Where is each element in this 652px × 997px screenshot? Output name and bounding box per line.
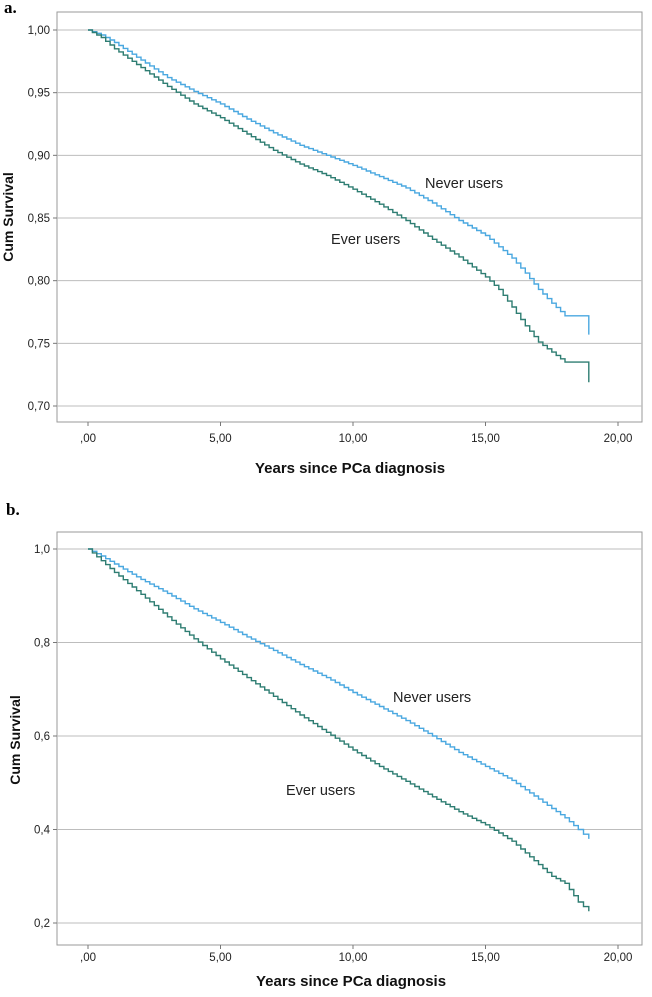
y-axis-label: Cum Survival <box>7 695 23 784</box>
x-tick-label: 5,00 <box>209 433 231 445</box>
series-line-never-users <box>88 548 590 839</box>
x-tick-label: 10,00 <box>339 433 368 445</box>
y-tick-label: 0,2 <box>34 918 50 930</box>
y-tick-label: 0,90 <box>28 150 50 162</box>
y-axis-label: Cum Survival <box>0 172 16 261</box>
panel-b-label: b. <box>6 500 20 519</box>
y-tick-label: 1,00 <box>28 25 50 37</box>
x-tick-label: 20,00 <box>604 433 633 445</box>
x-tick-label: ,00 <box>80 952 96 964</box>
plot-frame <box>56 531 643 946</box>
panel-a-label: a. <box>4 0 17 17</box>
y-tick-label: 0,8 <box>34 638 50 650</box>
series-annotation: Never users <box>425 176 503 192</box>
y-tick-label: 0,6 <box>34 731 50 743</box>
x-tick-label: 20,00 <box>604 952 633 964</box>
x-tick-label: ,00 <box>80 433 96 445</box>
x-tick-label: 10,00 <box>339 952 368 964</box>
survival-chart-a: 0,70 0,75 0,80 0,85 0,90 0,95 1,00 ,00 5,00 10,00… <box>0 11 643 477</box>
x-axis-label: Years since PCa diagnosis <box>256 973 446 990</box>
y-tick-label: 0,4 <box>34 825 51 837</box>
x-axis-label: Years since PCa diagnosis <box>255 460 445 477</box>
y-tick-label: 0,75 <box>28 338 50 350</box>
y-tick-label: 1,0 <box>34 544 50 556</box>
x-tick-label: 15,00 <box>471 952 500 964</box>
series-line-ever-users <box>88 548 590 912</box>
y-tick-label: 0,80 <box>28 276 50 288</box>
x-tick-label: 5,00 <box>209 952 231 964</box>
x-tick-label: 15,00 <box>471 433 500 445</box>
plot-frame <box>56 11 643 423</box>
series-line-never-users <box>88 29 590 335</box>
survival-chart-b: 0,2 0,4 0,6 0,8 1,0 ,00 5,00 10,00 15,00 20,00 Nev… <box>7 531 643 990</box>
y-tick-label: 0,85 <box>28 213 50 225</box>
y-tick-label: 0,70 <box>28 401 50 413</box>
series-annotation: Never users <box>393 690 471 706</box>
series-annotation: Ever users <box>331 232 400 248</box>
series-line-ever-users <box>88 29 590 383</box>
y-tick-label: 0,95 <box>28 88 50 100</box>
series-annotation: Ever users <box>286 783 355 799</box>
